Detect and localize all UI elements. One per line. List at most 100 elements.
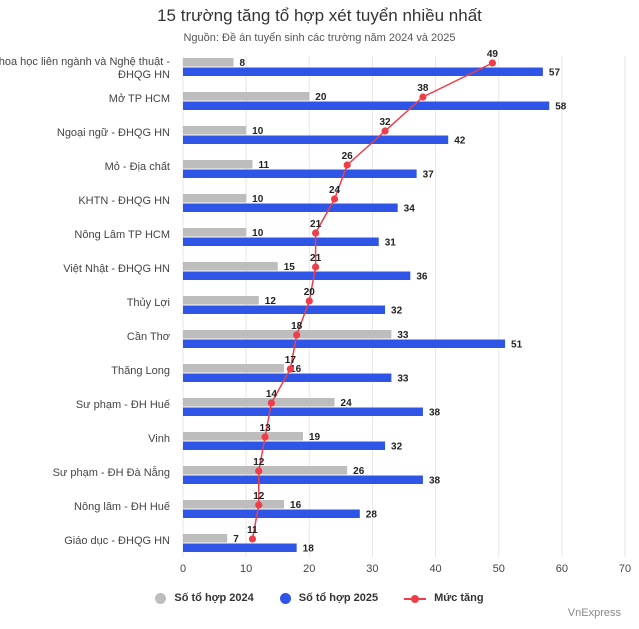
bar-2025 [183,475,423,484]
x-tick-label: 30 [366,563,378,575]
growth-label: 12 [253,457,265,468]
growth-point [381,127,389,135]
growth-label: 17 [285,355,297,366]
x-tick-label: 0 [180,563,186,575]
growth-label: 21 [310,253,322,264]
bar-2024-label: 10 [252,126,264,137]
growth-label: 24 [329,185,341,196]
bar-2024 [183,296,259,305]
bar-2024-label: 12 [265,296,277,307]
bar-2024-label: 15 [284,262,296,273]
x-tick-label: 50 [493,563,505,575]
category-label: Nông Lâm TP HCM [74,229,170,241]
growth-label: 18 [291,321,303,332]
bar-2024 [183,160,253,169]
bar-2025-label: 42 [454,136,466,147]
category-label: KHTN - ĐHQG HN [78,195,170,207]
bar-2025-label: 34 [404,204,416,215]
growth-point [248,535,257,543]
bar-2024 [183,92,310,101]
bar-2025 [183,339,506,348]
growth-point [255,467,263,475]
legend-item-2025[interactable]: Số tổ hợp 2025 [279,592,378,604]
bar-2025 [183,203,398,212]
bar-2024 [183,398,335,407]
growth-label: 20 [304,287,316,298]
bar-2025 [183,373,392,382]
growth-point [330,195,339,203]
growth-point [286,365,294,373]
category-label: Việt Nhật - ĐHQG HN [63,263,170,275]
bar-2024-label: 10 [252,228,264,239]
bar-2025 [183,135,449,144]
bar-2025 [183,543,297,552]
x-tick-label: 40 [429,563,441,575]
category-label: Sư phạm - ĐH Đà Nẵng [53,466,170,479]
bar-2025-label: 51 [511,340,523,351]
growth-label: 13 [260,423,272,434]
bar-2024 [183,58,234,67]
bar-2025-label: 28 [366,510,378,521]
chart-title: 15 trường tăng tổ hợp xét tuyển nhiều nh… [157,6,482,25]
bar-2025 [183,169,417,178]
bar-2025-label: 33 [397,374,409,385]
growth-point [305,297,313,305]
chart-legend: Số tổ hợp 2024 Số tổ hợp 2025 Mức tăng [0,592,639,604]
bar-2024 [183,126,247,135]
growth-label: 49 [487,49,499,60]
chart-subtitle: Nguồn: Đề án tuyển sinh các trường năm 2… [183,32,456,44]
bar-2025 [183,407,423,416]
category-label: Cần Thơ [127,331,170,343]
source-credit: VnExpress [567,607,621,619]
bar-2024-label: 11 [258,160,269,171]
bar-2025-label: 38 [429,476,441,487]
category-label: Sư phạm - ĐH Huế [76,399,170,411]
growth-label: 14 [266,389,278,400]
bar-2024 [183,330,392,339]
growth-point [293,331,301,339]
growth-label: 38 [417,83,429,94]
category-label: Vinh [148,433,170,445]
growth-point [267,399,275,407]
bar-2024-label: 16 [290,500,302,511]
bar-2024-label: 33 [397,330,409,341]
bar-2025-label: 57 [549,68,561,79]
bar-2024 [183,228,247,237]
category-label: Thủy Lợi [127,297,170,309]
category-label: Thăng Long [111,365,170,377]
growth-point [255,501,263,509]
bar-2024-label: 7 [233,534,239,545]
growth-label: 11 [247,525,258,536]
category-label: Khoa học liên ngành và Nghệ thuật -ĐHQG … [0,56,170,81]
x-tick-label: 70 [619,563,631,575]
category-label: Nông lâm - ĐH Huế [74,501,170,513]
category-label: Ngoại ngữ - ĐHQG HN [57,127,170,139]
legend-swatch-2024 [155,592,167,604]
bar-2024 [183,500,285,509]
bar-2025 [183,305,386,314]
growth-point [343,161,351,169]
bar-2025-label: 58 [555,102,567,113]
legend-swatch-2025 [279,592,291,604]
legend-item-growth[interactable]: Mức tăng [404,592,484,604]
bar-2025 [183,271,411,280]
category-label: Mở TP HCM [109,93,170,105]
bar-2024 [183,194,247,203]
bar-2025-label: 31 [385,238,397,249]
bar-2025-label: 37 [423,170,435,181]
legend-item-2024[interactable]: Số tổ hợp 2024 [155,592,254,604]
growth-label: 12 [253,491,265,502]
bar-2024 [183,364,285,373]
bar-2024 [183,534,228,543]
x-tick-label: 10 [240,563,252,575]
bar-2025 [183,509,360,518]
bar-2025 [183,67,543,76]
bar-2024-label: 26 [353,466,365,477]
bar-2024 [183,466,348,475]
x-tick-label: 60 [556,563,568,575]
bar-2025-label: 32 [391,306,403,317]
category-label: Giáo dục - ĐHQG HN [64,535,170,547]
bar-2024-label: 8 [240,58,246,69]
growth-label: 32 [379,117,391,128]
